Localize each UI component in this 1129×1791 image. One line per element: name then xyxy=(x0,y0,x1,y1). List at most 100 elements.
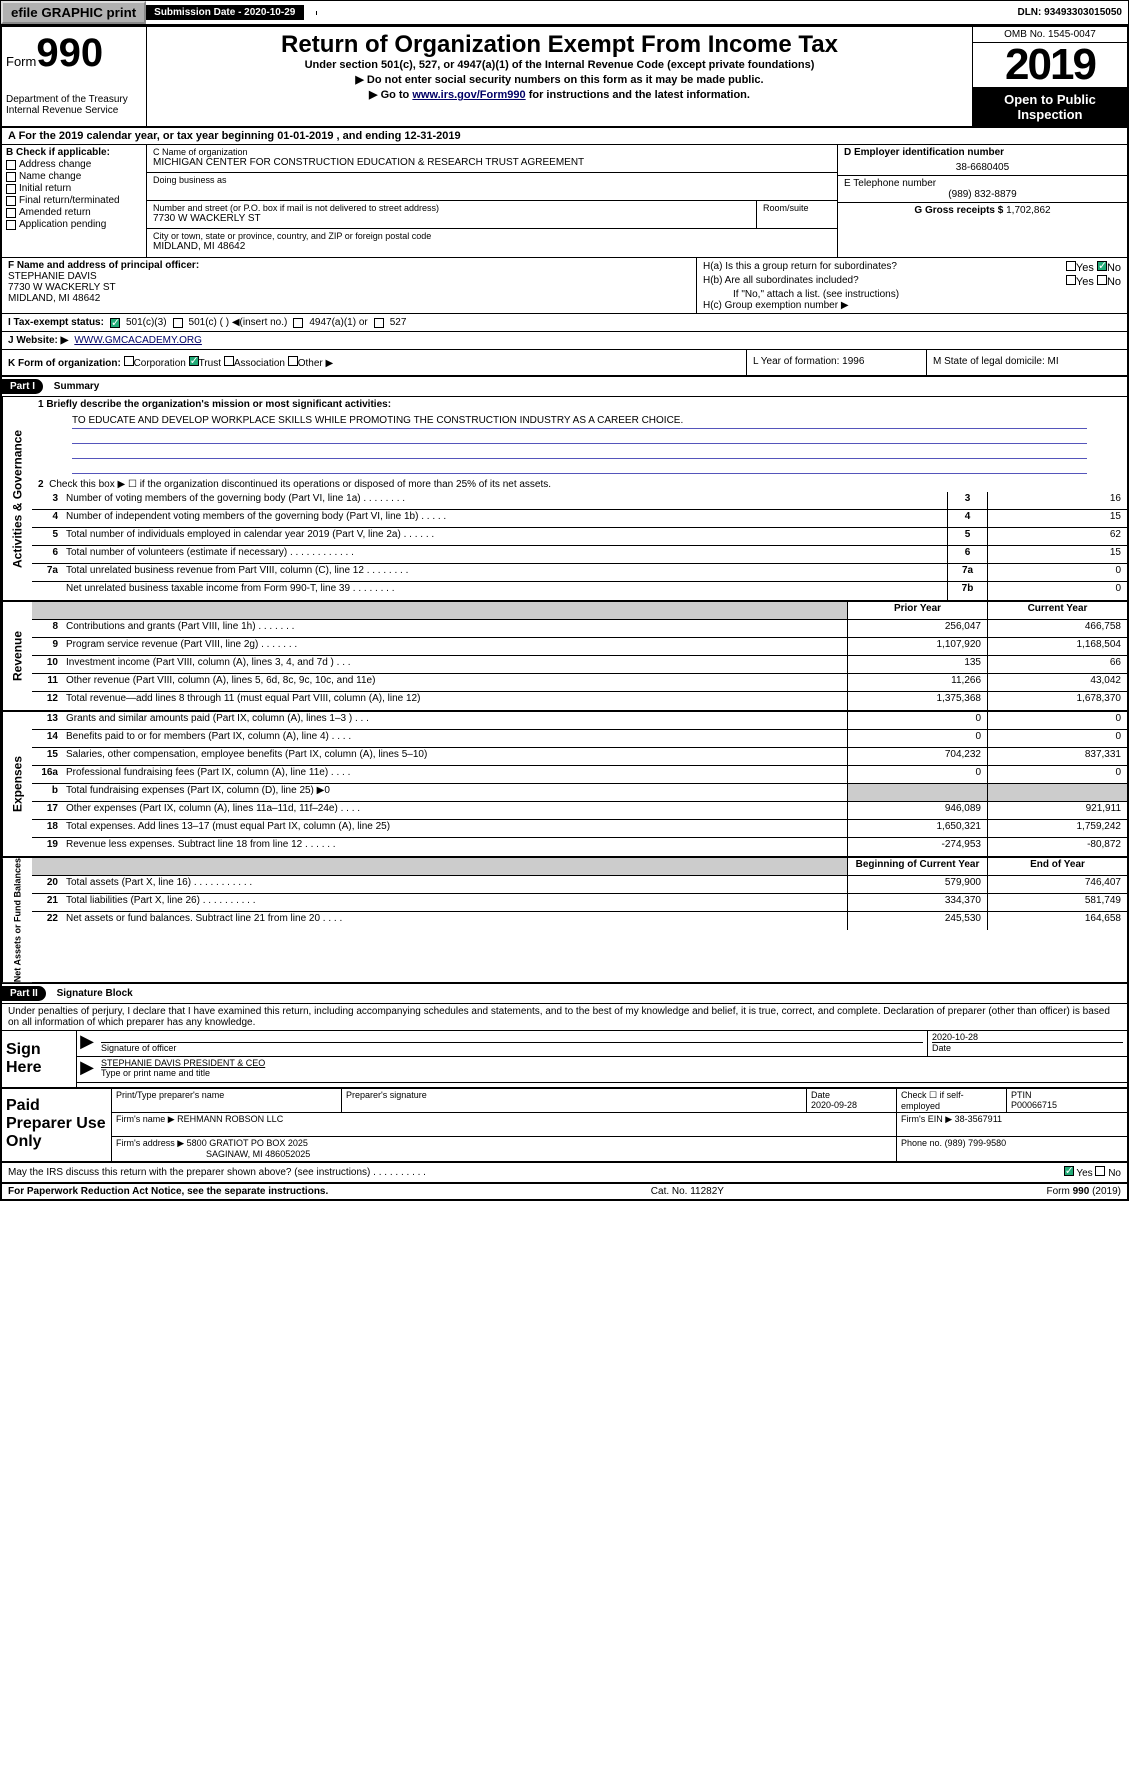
line-16a: 16aProfessional fundraising fees (Part I… xyxy=(32,766,1127,784)
open-to-public: Open to Public Inspection xyxy=(973,88,1127,126)
line-13: 13Grants and similar amounts paid (Part … xyxy=(32,712,1127,730)
chk-4947[interactable] xyxy=(293,318,303,328)
firm-phone: Phone no. (989) 799-9580 xyxy=(897,1137,1127,1161)
website-link[interactable]: WWW.GMCACADEMY.ORG xyxy=(74,335,202,346)
chk-assoc[interactable] xyxy=(224,356,234,366)
line-8: 8Contributions and grants (Part VIII, li… xyxy=(32,620,1127,638)
chk-hb-no[interactable] xyxy=(1097,275,1107,285)
line-11: 11Other revenue (Part VIII, column (A), … xyxy=(32,674,1127,692)
preparer-signature[interactable]: Preparer's signature xyxy=(342,1089,807,1112)
sign-here-label: Sign Here xyxy=(2,1031,77,1087)
q2-text: Check this box ▶ ☐ if the organization d… xyxy=(49,479,551,490)
chk-name-change[interactable] xyxy=(6,172,16,182)
group-return-box: H(a) Is this a group return for subordin… xyxy=(697,258,1127,313)
officer-name: STEPHANIE DAVIS xyxy=(8,271,690,282)
period-row: A For the 2019 calendar year, or tax yea… xyxy=(2,128,1127,145)
side-net-assets: Net Assets or Fund Balances xyxy=(2,858,32,982)
phone-value: (989) 832-8879 xyxy=(844,189,1121,200)
website-row: J Website: ▶ WWW.GMCACADEMY.ORG xyxy=(2,332,1127,350)
chk-ha-yes[interactable] xyxy=(1066,261,1076,271)
chk-initial-return[interactable] xyxy=(6,184,16,194)
line-6: 6Total number of volunteers (estimate if… xyxy=(32,546,1127,564)
ssn-warning: ▶ Do not enter social security numbers o… xyxy=(151,73,968,86)
sig-arrow-icon-2: ▶ xyxy=(77,1057,97,1082)
submission-date: Submission Date - 2020-10-29 xyxy=(146,5,304,20)
part2-title: Signature Block xyxy=(49,988,133,999)
tax-exempt-row: I Tax-exempt status: 501(c)(3) 501(c) ( … xyxy=(2,314,1127,332)
org-form-row: K Form of organization: Corporation Trus… xyxy=(2,350,747,375)
irs-link[interactable]: www.irs.gov/Form990 xyxy=(412,89,525,101)
form-number: 990 xyxy=(36,31,103,75)
chk-discuss-no[interactable] xyxy=(1095,1166,1105,1176)
form-title-box: Return of Organization Exempt From Incom… xyxy=(147,27,972,126)
ptin: PTINP00066715 xyxy=(1007,1089,1127,1112)
form-label: Form xyxy=(6,54,36,69)
street-address: 7730 W WACKERLY ST xyxy=(153,213,750,224)
chk-corp[interactable] xyxy=(124,356,134,366)
group-exemption: H(c) Group exemption number ▶ xyxy=(703,300,1121,311)
form-title: Return of Organization Exempt From Incom… xyxy=(151,31,968,59)
officer-box: F Name and address of principal officer:… xyxy=(2,258,697,313)
self-employed-chk[interactable]: Check ☐ if self-employed xyxy=(897,1089,1007,1112)
chk-final-return[interactable] xyxy=(6,196,16,206)
dept-treasury: Department of the Treasury Internal Reve… xyxy=(6,94,142,116)
chk-hb-yes[interactable] xyxy=(1066,275,1076,285)
col-current-year: Current Year xyxy=(987,602,1127,619)
col-prior-year: Prior Year xyxy=(847,602,987,619)
side-revenue: Revenue xyxy=(2,602,32,710)
part1-header: Part I xyxy=(2,379,43,394)
box-b: B Check if applicable: Address change Na… xyxy=(2,145,147,257)
footer: For Paperwork Reduction Act Notice, see … xyxy=(2,1184,1127,1199)
firm-name: Firm's name ▶ REHMANN ROBSON LLC xyxy=(112,1113,897,1136)
firm-address: Firm's address ▶ 5800 GRATIOT PO BOX 202… xyxy=(112,1137,897,1161)
line-5: 5Total number of individuals employed in… xyxy=(32,528,1127,546)
chk-501c[interactable] xyxy=(173,318,183,328)
chk-amended[interactable] xyxy=(6,208,16,218)
col-beginning: Beginning of Current Year xyxy=(847,858,987,875)
efile-print-button[interactable]: efile GRAPHIC print xyxy=(1,1,146,24)
mission-text: TO EDUCATE AND DEVELOP WORKPLACE SKILLS … xyxy=(72,415,1087,429)
state-domicile: M State of legal domicile: MI xyxy=(927,350,1127,375)
line-18: 18Total expenses. Add lines 13–17 (must … xyxy=(32,820,1127,838)
sig-date: 2020-10-28Date xyxy=(927,1031,1127,1056)
goto-line: ▶ Go to www.irs.gov/Form990 for instruct… xyxy=(151,88,968,101)
year-formation: L Year of formation: 1996 xyxy=(747,350,927,375)
chk-application-pending[interactable] xyxy=(6,220,16,230)
q1-label: 1 Briefly describe the organization's mi… xyxy=(32,397,1127,412)
ein-cell: D Employer identification number 38-6680… xyxy=(838,145,1127,176)
org-name: MICHIGAN CENTER FOR CONSTRUCTION EDUCATI… xyxy=(153,157,831,168)
dba-cell: Doing business as xyxy=(147,173,837,201)
chk-527[interactable] xyxy=(374,318,384,328)
line-22: 22Net assets or fund balances. Subtract … xyxy=(32,912,1127,930)
street-cell: Number and street (or P.O. box if mail i… xyxy=(147,201,757,228)
chk-trust[interactable] xyxy=(189,356,199,366)
chk-other[interactable] xyxy=(288,356,298,366)
line-4: 4Number of independent voting members of… xyxy=(32,510,1127,528)
paid-preparer-label: Paid Preparer Use Only xyxy=(2,1089,112,1161)
room-suite: Room/suite xyxy=(757,201,837,228)
line-7b: Net unrelated business taxable income fr… xyxy=(32,582,1127,600)
form-990: Form990 Department of the Treasury Inter… xyxy=(0,25,1129,1201)
side-expenses: Expenses xyxy=(2,712,32,856)
line-b: bTotal fundraising expenses (Part IX, co… xyxy=(32,784,1127,802)
chk-discuss-yes[interactable] xyxy=(1064,1166,1074,1176)
paperwork-notice: For Paperwork Reduction Act Notice, see … xyxy=(8,1186,328,1197)
part1-title: Summary xyxy=(46,381,100,392)
city-state-zip: MIDLAND, MI 48642 xyxy=(153,241,831,252)
line-10: 10Investment income (Part VIII, column (… xyxy=(32,656,1127,674)
part2-header: Part II xyxy=(2,986,46,1001)
top-bar: efile GRAPHIC print Submission Date - 20… xyxy=(0,0,1129,25)
gross-receipts: G Gross receipts $ 1,702,862 xyxy=(838,203,1127,227)
chk-ha-no[interactable] xyxy=(1097,261,1107,271)
form-ref: Form 990 (2019) xyxy=(1047,1186,1121,1197)
col-end: End of Year xyxy=(987,858,1127,875)
officer-signature[interactable]: Signature of officer xyxy=(97,1031,927,1056)
line-14: 14Benefits paid to or for members (Part … xyxy=(32,730,1127,748)
chk-501c3[interactable] xyxy=(110,318,120,328)
form-subtitle: Under section 501(c), 527, or 4947(a)(1)… xyxy=(151,59,968,71)
line-3: 3Number of voting members of the governi… xyxy=(32,492,1127,510)
line-21: 21Total liabilities (Part X, line 26) . … xyxy=(32,894,1127,912)
chk-address-change[interactable] xyxy=(6,160,16,170)
box-b-title: B Check if applicable: xyxy=(6,147,142,158)
city-cell: City or town, state or province, country… xyxy=(147,229,837,257)
